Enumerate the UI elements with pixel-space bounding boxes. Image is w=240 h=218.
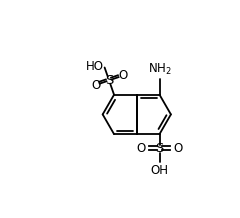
Text: O: O (118, 69, 127, 82)
Text: S: S (155, 142, 164, 155)
Text: NH$_2$: NH$_2$ (148, 62, 171, 77)
Text: OH: OH (150, 164, 168, 177)
Text: HO: HO (86, 60, 104, 73)
Text: O: O (136, 142, 145, 155)
Text: O: O (91, 78, 100, 92)
Text: O: O (174, 142, 183, 155)
Text: S: S (105, 74, 113, 87)
